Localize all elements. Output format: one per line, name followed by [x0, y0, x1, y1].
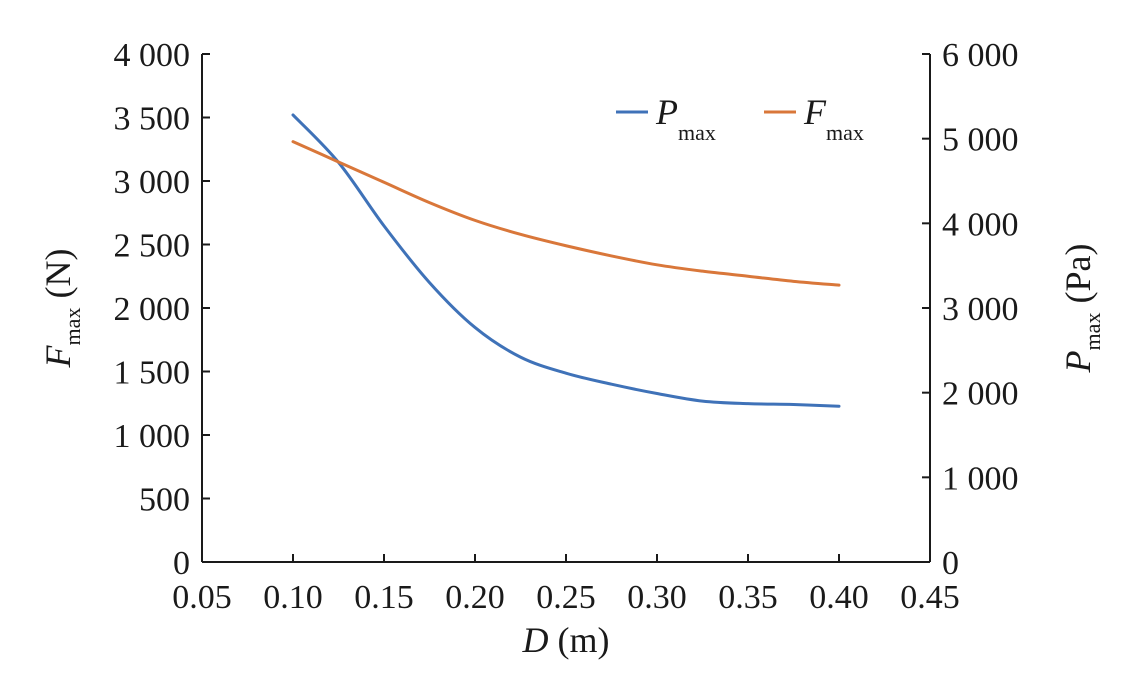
- x-axis-ticks: 0.05 0.10 0.15 0.20 0.25 0.30 0.35 0.40 0.45: [172, 554, 960, 616]
- x-axis-symbol: D: [522, 620, 549, 660]
- left-y-axis-ticks: 0 500 1 000 1 500 2 000 2 500 3 000 3 500 4 000: [114, 37, 210, 582]
- left-y-axis-title: Fmax (N): [38, 249, 85, 369]
- right-y-axis-unit: (Pa): [1058, 244, 1098, 313]
- left-y-axis-subscript: max: [60, 308, 85, 346]
- right-y-axis-subscript: max: [1080, 313, 1105, 351]
- x-tick-label: 0.40: [809, 579, 869, 616]
- left-y-axis-unit: (N): [38, 249, 78, 308]
- left-y-axis-symbol: F: [38, 344, 78, 368]
- left-y-tick-label: 4 000: [114, 37, 191, 74]
- x-axis-unit: (m): [549, 620, 610, 660]
- left-y-tick-label: 2 000: [114, 291, 191, 328]
- legend-pmax-subscript: max: [678, 120, 716, 145]
- right-y-tick-label: 0: [942, 545, 959, 582]
- x-tick-label: 0.15: [354, 579, 414, 616]
- left-y-tick-label: 3 500: [114, 101, 191, 138]
- right-y-tick-label: 5 000: [942, 122, 1019, 159]
- x-tick-label: 0.35: [718, 579, 778, 616]
- legend-label-fmax: Fmax: [803, 92, 864, 145]
- right-y-tick-label: 3 000: [942, 291, 1019, 328]
- legend: Pmax Fmax: [616, 92, 864, 145]
- x-tick-label: 0.25: [536, 579, 596, 616]
- right-y-tick-label: 6 000: [942, 37, 1019, 74]
- x-tick-label: 0.45: [900, 579, 960, 616]
- legend-pmax-symbol: P: [655, 92, 678, 132]
- left-y-tick-label: 1 000: [114, 418, 191, 455]
- legend-fmax-subscript: max: [826, 120, 864, 145]
- x-tick-label: 0.20: [445, 579, 505, 616]
- x-tick-label: 0.05: [172, 579, 232, 616]
- left-y-tick-label: 2 500: [114, 228, 191, 265]
- left-y-tick-label: 0: [173, 545, 190, 582]
- right-y-tick-label: 1 000: [942, 460, 1019, 497]
- left-y-tick-label: 500: [139, 482, 190, 519]
- x-tick-label: 0.10: [263, 579, 323, 616]
- right-y-axis-ticks: 0 1 000 2 000 3 000 4 000 5 000 6 000: [922, 37, 1019, 582]
- right-y-tick-label: 4 000: [942, 206, 1019, 243]
- x-tick-label: 0.30: [627, 579, 687, 616]
- right-y-axis-title: Pmax (Pa): [1058, 244, 1105, 374]
- series-line-fmax: [291, 140, 841, 287]
- legend-label-pmax: Pmax: [655, 92, 716, 145]
- series-line-pmax: [291, 113, 841, 408]
- series-lines: [291, 113, 841, 408]
- left-y-tick-label: 1 500: [114, 355, 191, 392]
- right-y-axis-symbol: P: [1058, 350, 1098, 373]
- x-axis-title: D (m): [522, 620, 610, 660]
- left-y-tick-label: 3 000: [114, 164, 191, 201]
- legend-fmax-symbol: F: [803, 92, 827, 132]
- right-y-tick-label: 2 000: [942, 376, 1019, 413]
